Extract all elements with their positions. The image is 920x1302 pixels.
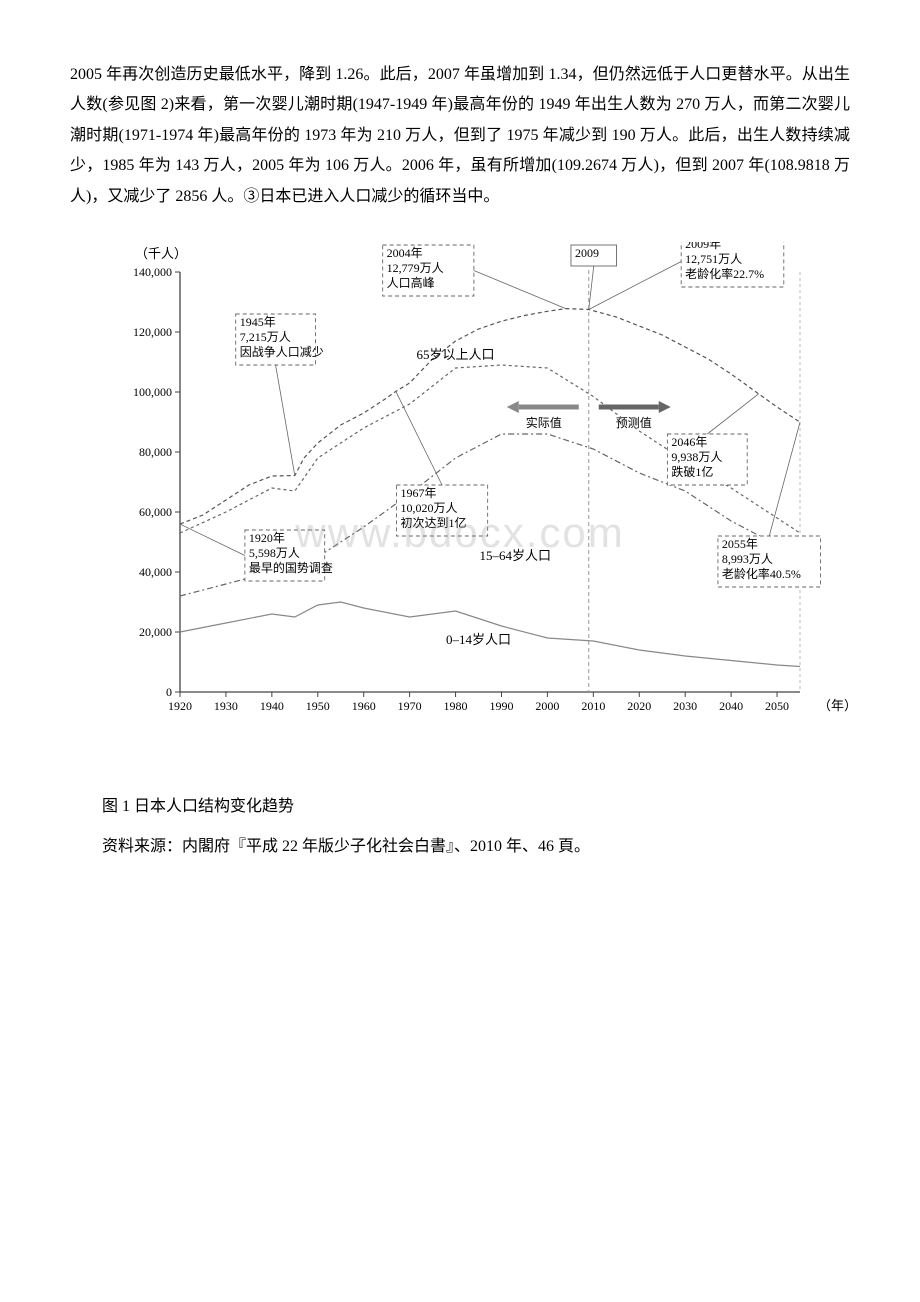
svg-text:2004年: 2004年: [387, 246, 423, 260]
svg-text:2055年: 2055年: [722, 537, 758, 551]
svg-text:120,000: 120,000: [133, 325, 172, 339]
svg-text:1990: 1990: [489, 699, 513, 713]
svg-text:8,993万人: 8,993万人: [722, 552, 773, 566]
svg-text:2030: 2030: [673, 699, 697, 713]
svg-text:15–64岁人口: 15–64岁人口: [480, 548, 552, 563]
svg-text:12,779万人: 12,779万人: [387, 261, 444, 275]
svg-text:2040: 2040: [719, 699, 743, 713]
svg-text:1930: 1930: [214, 699, 238, 713]
svg-text:2009: 2009: [575, 246, 599, 260]
svg-text:1945年: 1945年: [240, 315, 276, 329]
svg-text:初次达到1亿: 初次达到1亿: [400, 515, 466, 530]
svg-text:0–14岁人口: 0–14岁人口: [446, 632, 511, 647]
svg-text:1970: 1970: [398, 699, 422, 713]
svg-text:（年）: （年）: [818, 698, 850, 713]
svg-text:（千人）: （千人）: [135, 246, 187, 261]
svg-text:1940: 1940: [260, 699, 284, 713]
svg-text:1980: 1980: [444, 699, 468, 713]
svg-text:1920年: 1920年: [249, 531, 285, 545]
svg-text:2020: 2020: [627, 699, 651, 713]
svg-text:2000: 2000: [535, 699, 559, 713]
figure-source: 资料来源：内閣府『平成 22 年版少子化社会白書』、2010 年、46 頁。: [70, 832, 850, 862]
svg-text:老龄化率40.5%: 老龄化率40.5%: [722, 566, 801, 581]
svg-text:65岁以上人口: 65岁以上人口: [417, 347, 495, 362]
svg-text:9,938万人: 9,938万人: [671, 450, 722, 464]
svg-text:20,000: 20,000: [139, 625, 172, 639]
svg-text:60,000: 60,000: [139, 505, 172, 519]
svg-text:0: 0: [166, 685, 172, 699]
svg-text:老龄化率22.7%: 老龄化率22.7%: [685, 266, 764, 281]
svg-text:1960: 1960: [352, 699, 376, 713]
population-chart: （千人） 0 20,000 40,000 60,000 80,000 100,000 120,…: [70, 242, 850, 762]
svg-text:实际值: 实际值: [526, 415, 562, 430]
svg-text:因战争人口减少: 因战争人口减少: [240, 345, 324, 359]
svg-text:2050: 2050: [765, 699, 789, 713]
svg-text:2046年: 2046年: [671, 435, 707, 449]
svg-text:人口高峰: 人口高峰: [387, 275, 435, 290]
body-paragraph: 2005 年再次创造历史最低水平，降到 1.26。此后，2007 年虽增加到 1…: [70, 60, 850, 212]
svg-text:100,000: 100,000: [133, 385, 172, 399]
svg-text:5,598万人: 5,598万人: [249, 546, 300, 560]
svg-text:140,000: 140,000: [133, 265, 172, 279]
svg-text:跌破1亿: 跌破1亿: [671, 464, 713, 479]
svg-text:10,020万人: 10,020万人: [400, 501, 457, 515]
svg-text:1950: 1950: [306, 699, 330, 713]
svg-text:2009年: 2009年: [685, 242, 721, 251]
svg-text:最早的国势调查: 最早的国势调查: [249, 560, 333, 575]
svg-text:1920: 1920: [168, 699, 192, 713]
svg-text:7,215万人: 7,215万人: [240, 330, 291, 344]
figure-caption: 图 1 日本人口结构变化趋势: [70, 792, 850, 822]
svg-text:12,751万人: 12,751万人: [685, 252, 742, 266]
svg-text:40,000: 40,000: [139, 565, 172, 579]
svg-text:2010: 2010: [581, 699, 605, 713]
chart-svg: （千人） 0 20,000 40,000 60,000 80,000 100,000 120,…: [70, 242, 850, 762]
svg-text:80,000: 80,000: [139, 445, 172, 459]
svg-text:1967年: 1967年: [400, 486, 436, 500]
